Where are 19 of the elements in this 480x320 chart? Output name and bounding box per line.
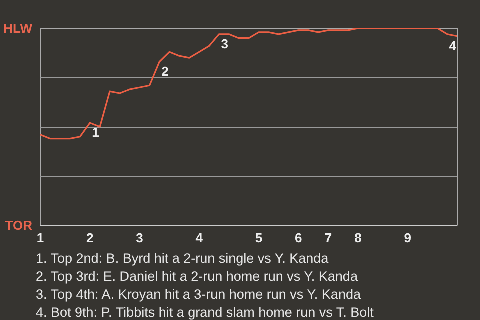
text: HLW bbox=[4, 21, 34, 36]
text: TOR bbox=[5, 218, 34, 233]
text: 1. Top 2nd: B. Byrd hit a 2-run single vs Y. Kanda bbox=[36, 251, 329, 266]
text: 4. Bot 9th: P. Tibbits hit a grand slam home run vs T. Bolt bbox=[36, 305, 374, 320]
annotation: 4 bbox=[449, 38, 458, 54]
x-tick-label: 6 bbox=[295, 230, 302, 246]
annotation: 2 bbox=[162, 64, 169, 79]
x-tick-label: 9 bbox=[404, 230, 412, 246]
x-tick-label: 5 bbox=[255, 230, 263, 246]
annotation: 1 bbox=[92, 125, 100, 140]
x-tick-label: 2 bbox=[86, 230, 94, 246]
annotation: 3 bbox=[221, 36, 228, 52]
text: 2. Top 3rd: E. Daniel hit a 2-run home run vs Y. Kanda bbox=[36, 269, 358, 284]
x-tick-label: 8 bbox=[354, 230, 362, 246]
text: 3. Top 4th: A. Kroyan hit a 3-run home run vs Y. Kanda bbox=[36, 287, 361, 302]
x-tick-label: 3 bbox=[136, 230, 144, 246]
x-tick-label: 7 bbox=[324, 230, 332, 246]
x-tick-label: 1 bbox=[36, 230, 44, 246]
x-tick-label: 4 bbox=[196, 230, 204, 246]
